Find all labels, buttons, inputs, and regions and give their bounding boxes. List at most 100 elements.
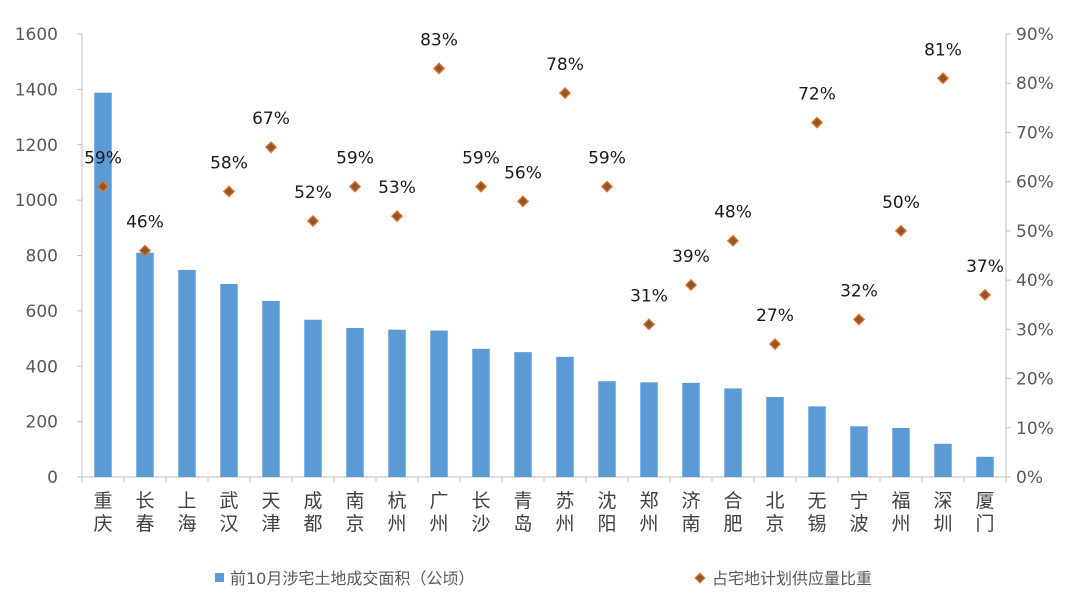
- scatter-point: [642, 318, 656, 331]
- data-label: 56%: [504, 163, 542, 183]
- scatter-point: [390, 210, 404, 223]
- scatter-point: [600, 180, 614, 193]
- left-tick-label: 0: [47, 468, 58, 488]
- bar: [976, 456, 994, 477]
- data-label: 59%: [336, 149, 374, 169]
- scatter-point: [264, 141, 278, 154]
- right-tick-label: 80%: [1016, 74, 1054, 94]
- scatter-point: [558, 86, 572, 100]
- category-label: 庆: [93, 513, 112, 535]
- category-label: 京: [765, 513, 784, 535]
- bar: [472, 348, 490, 477]
- data-label: 83%: [420, 30, 458, 50]
- scatter-point: [852, 313, 866, 326]
- scatter-point: [222, 185, 236, 198]
- category-label: 上: [177, 490, 196, 512]
- bar: [682, 382, 700, 477]
- scatter-point: [768, 337, 782, 351]
- scatter-point: [138, 244, 152, 257]
- left-tick-label: 800: [26, 247, 58, 267]
- scatter-point: [96, 180, 110, 193]
- category-label: 州: [891, 513, 910, 535]
- bar: [304, 319, 322, 477]
- category-label: 青: [513, 490, 532, 512]
- bar: [808, 406, 826, 477]
- category-label: 沙: [471, 513, 490, 535]
- data-label: 78%: [546, 55, 584, 75]
- category-label: 锡: [807, 513, 826, 535]
- bar: [346, 328, 364, 477]
- bar: [514, 352, 532, 477]
- bar: [640, 382, 658, 477]
- category-label: 济: [681, 490, 700, 512]
- category-label: 岛: [513, 513, 532, 535]
- category-label: 汉: [219, 513, 238, 535]
- data-label: 59%: [84, 149, 122, 169]
- left-tick-label: 600: [26, 302, 58, 322]
- category-label: 肥: [723, 513, 742, 535]
- category-label: 阳: [597, 513, 616, 535]
- category-label: 无: [807, 490, 826, 512]
- data-label: 58%: [210, 154, 248, 174]
- right-tick-label: 30%: [1016, 320, 1054, 340]
- data-label: 72%: [798, 85, 836, 105]
- category-label: 福: [891, 490, 910, 512]
- data-label: 52%: [294, 183, 332, 203]
- bar: [850, 426, 868, 477]
- category-label: 京: [345, 513, 364, 535]
- category-label: 州: [555, 513, 574, 535]
- left-tick-label: 200: [26, 413, 58, 433]
- scatter-point: [474, 180, 488, 193]
- right-tick-label: 0%: [1016, 468, 1043, 488]
- data-label: 32%: [840, 281, 878, 301]
- category-label: 长: [135, 490, 154, 512]
- bar: [598, 381, 616, 477]
- right-tick-label: 10%: [1016, 419, 1054, 439]
- bar: [220, 284, 238, 477]
- category-label: 杭: [387, 490, 406, 512]
- category-label: 郑: [639, 490, 658, 512]
- left-tick-label: 1600: [15, 25, 58, 45]
- left-tick-label: 1000: [15, 191, 58, 211]
- scatter-point: [978, 288, 992, 301]
- category-label: 天: [261, 490, 280, 512]
- left-tick-label: 400: [26, 357, 58, 377]
- category-label: 成: [303, 490, 322, 512]
- bar: [556, 356, 574, 477]
- scatter-point: [936, 72, 950, 85]
- right-tick-label: 70%: [1016, 123, 1054, 143]
- bar: [94, 92, 112, 477]
- right-tick-label: 20%: [1016, 370, 1054, 390]
- category-label: 长: [471, 490, 490, 512]
- bar: [388, 329, 406, 477]
- category-label: 苏: [555, 490, 574, 512]
- category-label: 春: [135, 513, 154, 535]
- scatter-point: [516, 195, 530, 208]
- data-label: 53%: [378, 178, 416, 198]
- category-label: 门: [975, 513, 994, 535]
- bar: [178, 269, 196, 477]
- category-label: 州: [639, 513, 658, 535]
- category-label: 北: [765, 490, 784, 512]
- right-tick-label: 40%: [1016, 271, 1054, 291]
- data-label: 67%: [252, 109, 290, 129]
- category-label: 深: [933, 490, 952, 512]
- data-label: 31%: [630, 286, 668, 306]
- right-tick-label: 50%: [1016, 222, 1054, 242]
- category-label: 沈: [597, 490, 616, 512]
- data-label: 50%: [882, 193, 920, 213]
- bar: [724, 388, 742, 477]
- legend-bar-swatch: [215, 573, 224, 582]
- category-label: 武: [219, 490, 238, 512]
- bar: [430, 330, 448, 477]
- right-tick-label: 90%: [1016, 25, 1054, 45]
- bar: [934, 443, 952, 477]
- category-label: 州: [429, 513, 448, 535]
- category-label: 合: [723, 490, 742, 512]
- data-label: 81%: [924, 40, 962, 60]
- category-label: 州: [387, 513, 406, 535]
- scatter-point: [684, 278, 698, 292]
- bar: [136, 252, 154, 477]
